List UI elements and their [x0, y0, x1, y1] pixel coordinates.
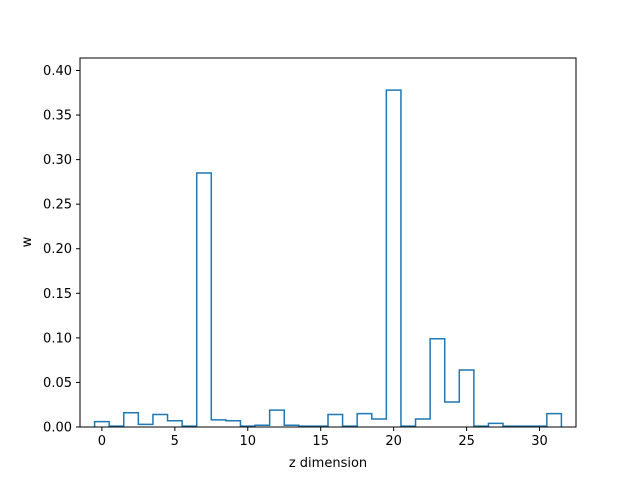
step-series-line — [93, 89, 563, 427]
axes-frame — [79, 57, 577, 428]
y-tick-label: 0.25 — [43, 198, 72, 213]
x-tick-label: 10 — [239, 434, 256, 449]
x-tick-label: 0 — [98, 434, 106, 449]
y-tick-label: 0.10 — [43, 331, 72, 346]
x-tick-label: 30 — [531, 434, 548, 449]
y-tick-label: 0.30 — [43, 153, 72, 168]
x-tick-label: 25 — [458, 434, 475, 449]
y-tick-label: 0.00 — [43, 421, 72, 436]
x-tick-label: 15 — [312, 434, 329, 449]
y-tick-label: 0.15 — [43, 287, 72, 302]
y-tick-label: 0.05 — [43, 376, 72, 391]
y-axis-ticks: 0.00 0.05 0.10 0.15 0.20 0.25 0.30 0.35 0.40 — [43, 64, 80, 436]
x-tick-label: 20 — [385, 434, 402, 449]
y-tick-label: 0.35 — [43, 109, 72, 124]
y-tick-label: 0.20 — [43, 242, 72, 257]
x-tick-label: 5 — [171, 434, 179, 449]
x-axis-label: z dimension — [289, 456, 367, 471]
plot-area — [93, 89, 563, 427]
x-axis-ticks: 0 5 10 15 20 25 30 — [98, 427, 548, 449]
y-axis-label: w — [20, 236, 35, 247]
y-tick-label: 0.40 — [43, 64, 72, 79]
